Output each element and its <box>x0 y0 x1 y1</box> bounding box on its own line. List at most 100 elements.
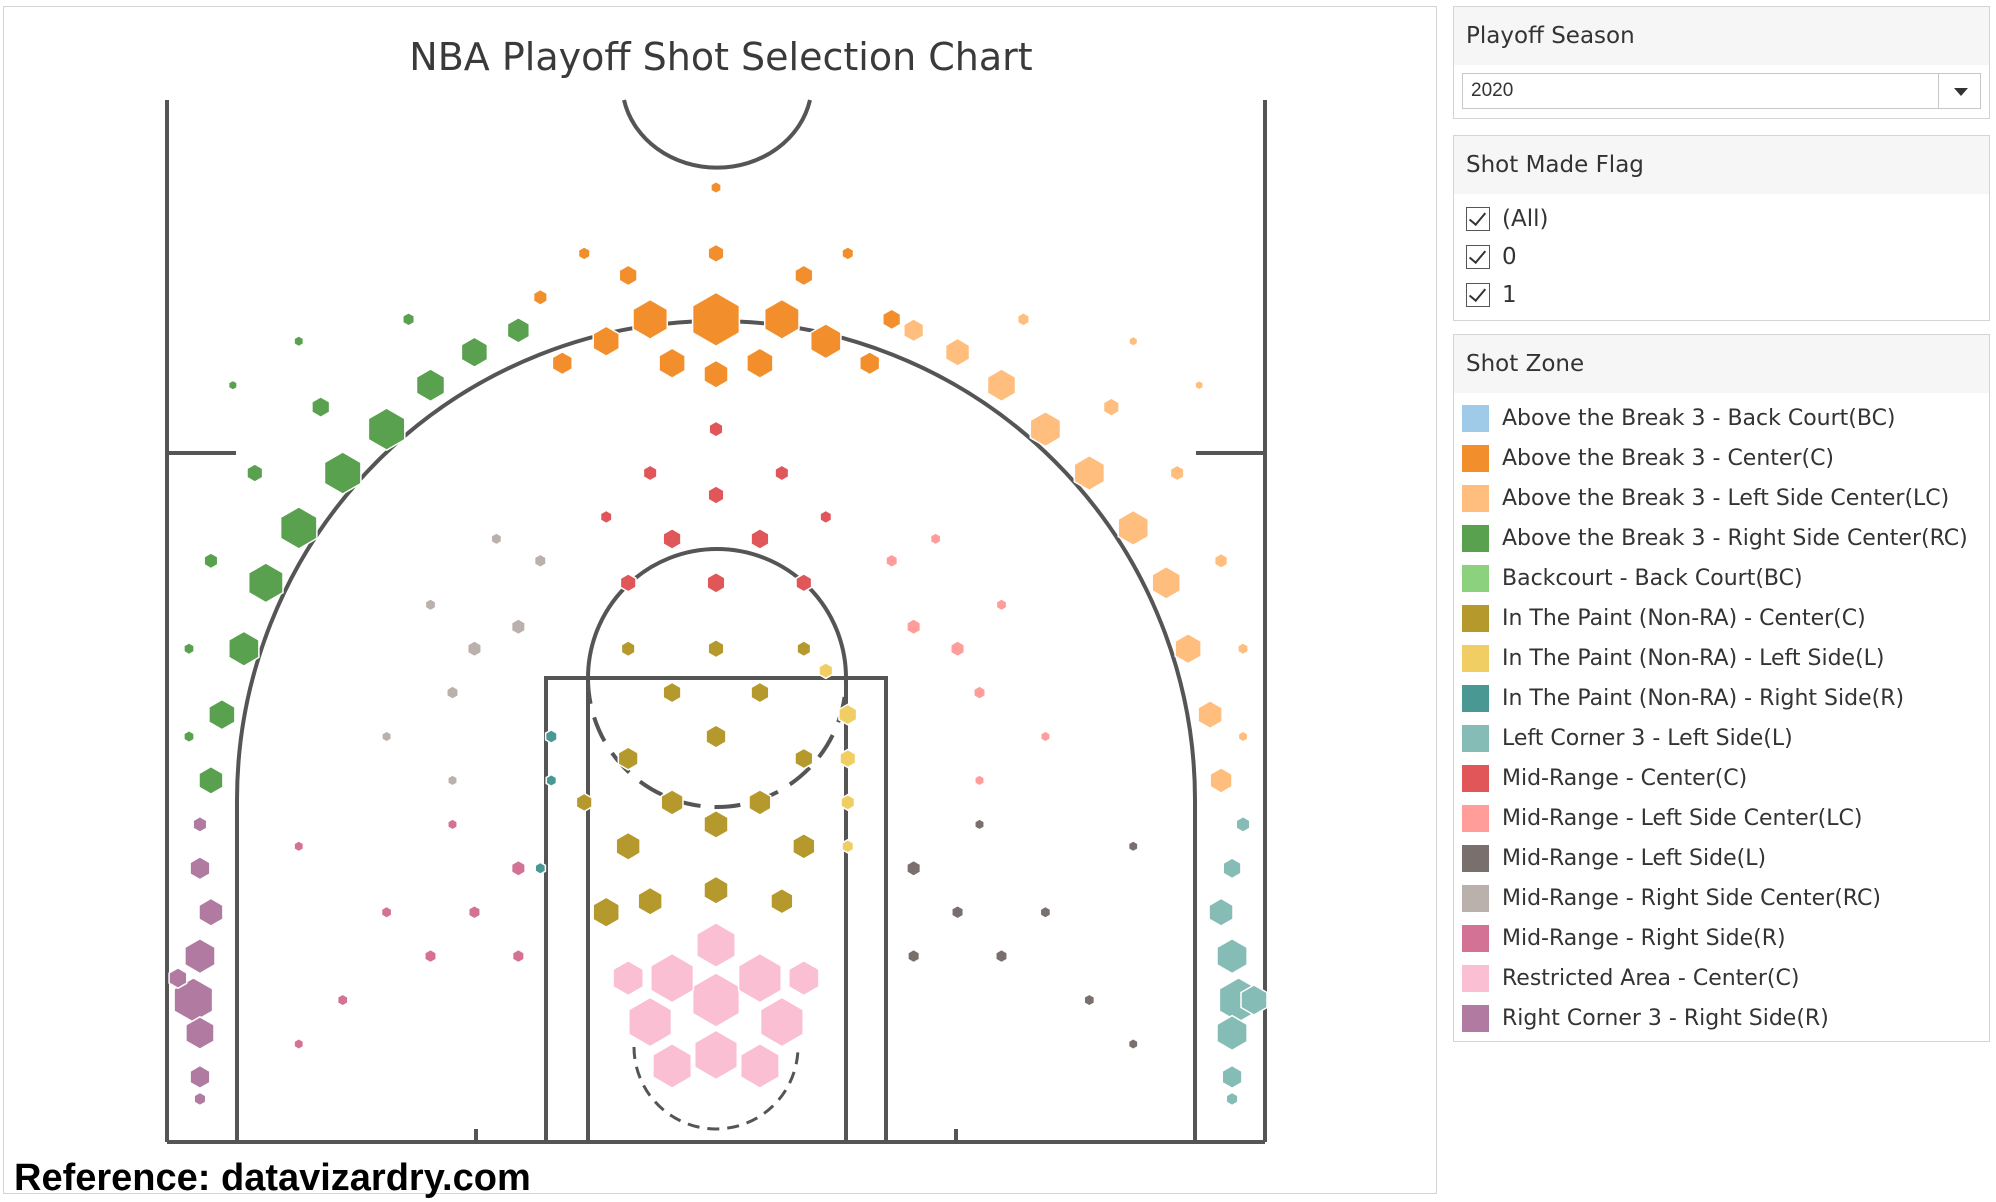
shot-hexbin[interactable] <box>544 729 558 744</box>
shot-hexbin[interactable] <box>533 553 547 569</box>
shot-hexbin[interactable] <box>534 861 547 876</box>
shot-hexbin[interactable] <box>974 818 985 831</box>
legend-item[interactable]: Left Corner 3 - Left Side(L) <box>1462 721 1793 755</box>
shot-hexbin[interactable] <box>763 298 800 340</box>
shot-hexbin[interactable] <box>794 747 814 770</box>
shot-hexbin[interactable] <box>1128 335 1139 348</box>
shot-hexbin[interactable] <box>693 1029 739 1081</box>
shot-hexbin[interactable] <box>703 875 729 905</box>
shot-hexbin[interactable] <box>707 485 725 505</box>
shot-hexbin[interactable] <box>788 959 820 997</box>
season-select[interactable]: 2020 <box>1462 73 1981 109</box>
shot-hexbin[interactable] <box>247 562 284 604</box>
shot-hexbin[interactable] <box>748 788 772 816</box>
shot-hexbin[interactable] <box>737 952 782 1004</box>
shot-hexbin[interactable] <box>658 347 686 380</box>
shot-hexbin[interactable] <box>906 859 922 877</box>
shot-hexbin[interactable] <box>691 291 741 348</box>
shot-hexbin[interactable] <box>618 264 638 287</box>
shot-hexbin[interactable] <box>974 774 985 787</box>
shot-hexbin[interactable] <box>1237 641 1249 656</box>
shot-hexbin[interactable] <box>447 818 458 831</box>
shot-hexbin[interactable] <box>706 571 726 594</box>
shot-hexbin[interactable] <box>750 681 770 704</box>
shot-hexbin[interactable] <box>662 681 682 704</box>
shot-hexbin[interactable] <box>551 350 573 376</box>
shot-hexbin[interactable] <box>703 809 729 840</box>
shot-hexbin[interactable] <box>759 996 804 1048</box>
shot-hexbin[interactable] <box>818 661 834 680</box>
shot-hexbin[interactable] <box>168 967 188 990</box>
shot-hexbin[interactable] <box>228 630 260 667</box>
shot-hexbin[interactable] <box>575 792 593 813</box>
shot-hexbin[interactable] <box>447 774 458 787</box>
shot-hexbin[interactable] <box>841 838 855 854</box>
shot-hexbin[interactable] <box>381 730 393 743</box>
shot-hexbin[interactable] <box>950 640 966 658</box>
shot-hexbin[interactable] <box>1235 815 1251 834</box>
shot-hexbin[interactable] <box>770 887 794 915</box>
shot-hexbin[interactable] <box>446 685 459 701</box>
shot-hexbin[interactable] <box>882 308 902 331</box>
shot-hexbin[interactable] <box>1208 897 1234 927</box>
shot-hexbin[interactable] <box>652 1042 693 1089</box>
shot-hexbin[interactable] <box>415 368 446 403</box>
shot-hexbin[interactable] <box>592 896 620 929</box>
shot-hexbin[interactable] <box>795 572 813 593</box>
legend-item[interactable]: Backcourt - Back Court(BC) <box>1462 561 1803 595</box>
legend-item[interactable]: Above the Break 3 - Center(C) <box>1462 441 1834 475</box>
shot-hexbin[interactable] <box>707 243 725 264</box>
shot-hexbin[interactable] <box>838 703 858 726</box>
shot-hexbin[interactable] <box>293 840 305 853</box>
shot-hexbin[interactable] <box>907 948 921 964</box>
shot-hexbin[interactable] <box>1102 397 1120 417</box>
shot-hexbin[interactable] <box>703 359 729 389</box>
shot-hexbin[interactable] <box>1151 565 1181 600</box>
legend-item[interactable]: Mid-Range - Left Side Center(LC) <box>1462 801 1862 835</box>
shot-hexbin[interactable] <box>696 922 736 969</box>
shot-hexbin[interactable] <box>794 264 814 287</box>
shot-hexbin[interactable] <box>490 532 503 546</box>
shot-hexbin[interactable] <box>1209 766 1233 794</box>
shot-hexbin[interactable] <box>293 334 305 348</box>
shot-hexbin[interactable] <box>660 788 684 816</box>
flag-option-0[interactable]: 0 <box>1466 240 1517 274</box>
shot-hexbin[interactable] <box>929 532 942 546</box>
shot-hexbin[interactable] <box>506 316 531 344</box>
checkbox-checked-icon[interactable] <box>1466 283 1490 307</box>
shot-hexbin[interactable] <box>1016 311 1030 327</box>
shot-hexbin[interactable] <box>336 993 349 1007</box>
checkbox-checked-icon[interactable] <box>1466 207 1490 231</box>
shot-hexbin[interactable] <box>227 379 238 391</box>
shot-hexbin[interactable] <box>592 325 620 358</box>
shot-hexbin[interactable] <box>1213 552 1229 570</box>
legend-item[interactable]: Mid-Range - Right Side(R) <box>1462 921 1786 955</box>
legend-item[interactable]: Restricted Area - Center(C) <box>1462 961 1799 995</box>
shot-hexbin[interactable] <box>615 831 641 861</box>
shot-hexbin[interactable] <box>885 553 899 569</box>
shot-hexbin[interactable] <box>193 1091 207 1107</box>
shot-hexbin[interactable] <box>819 509 833 525</box>
shot-hexbin[interactable] <box>973 685 986 701</box>
shot-hexbin[interactable] <box>367 407 406 451</box>
shot-hexbin[interactable] <box>1237 730 1249 743</box>
shot-hexbin[interactable] <box>1039 905 1052 919</box>
shot-hexbin[interactable] <box>632 298 669 340</box>
shot-hexbin[interactable] <box>208 698 236 731</box>
shot-hexbin[interactable] <box>1194 379 1204 391</box>
shot-hexbin[interactable] <box>1117 509 1150 547</box>
shot-hexbin[interactable] <box>1127 1037 1139 1051</box>
chevron-down-icon[interactable] <box>1938 74 1980 108</box>
shot-hexbin[interactable] <box>841 245 855 261</box>
shot-hexbin[interactable] <box>1221 1064 1243 1090</box>
shot-hexbin[interactable] <box>192 815 208 834</box>
shot-hexbin[interactable] <box>792 832 816 860</box>
shot-hexbin[interactable] <box>707 638 725 659</box>
shot-hexbin[interactable] <box>951 904 965 920</box>
shot-hexbin[interactable] <box>774 464 790 482</box>
shot-hexbin[interactable] <box>1216 937 1248 975</box>
shot-hexbin[interactable] <box>185 1015 215 1051</box>
shot-hexbin[interactable] <box>279 506 318 550</box>
legend-item[interactable]: Right Corner 3 - Right Side(R) <box>1462 1001 1829 1035</box>
shot-hexbin[interactable] <box>796 640 812 658</box>
